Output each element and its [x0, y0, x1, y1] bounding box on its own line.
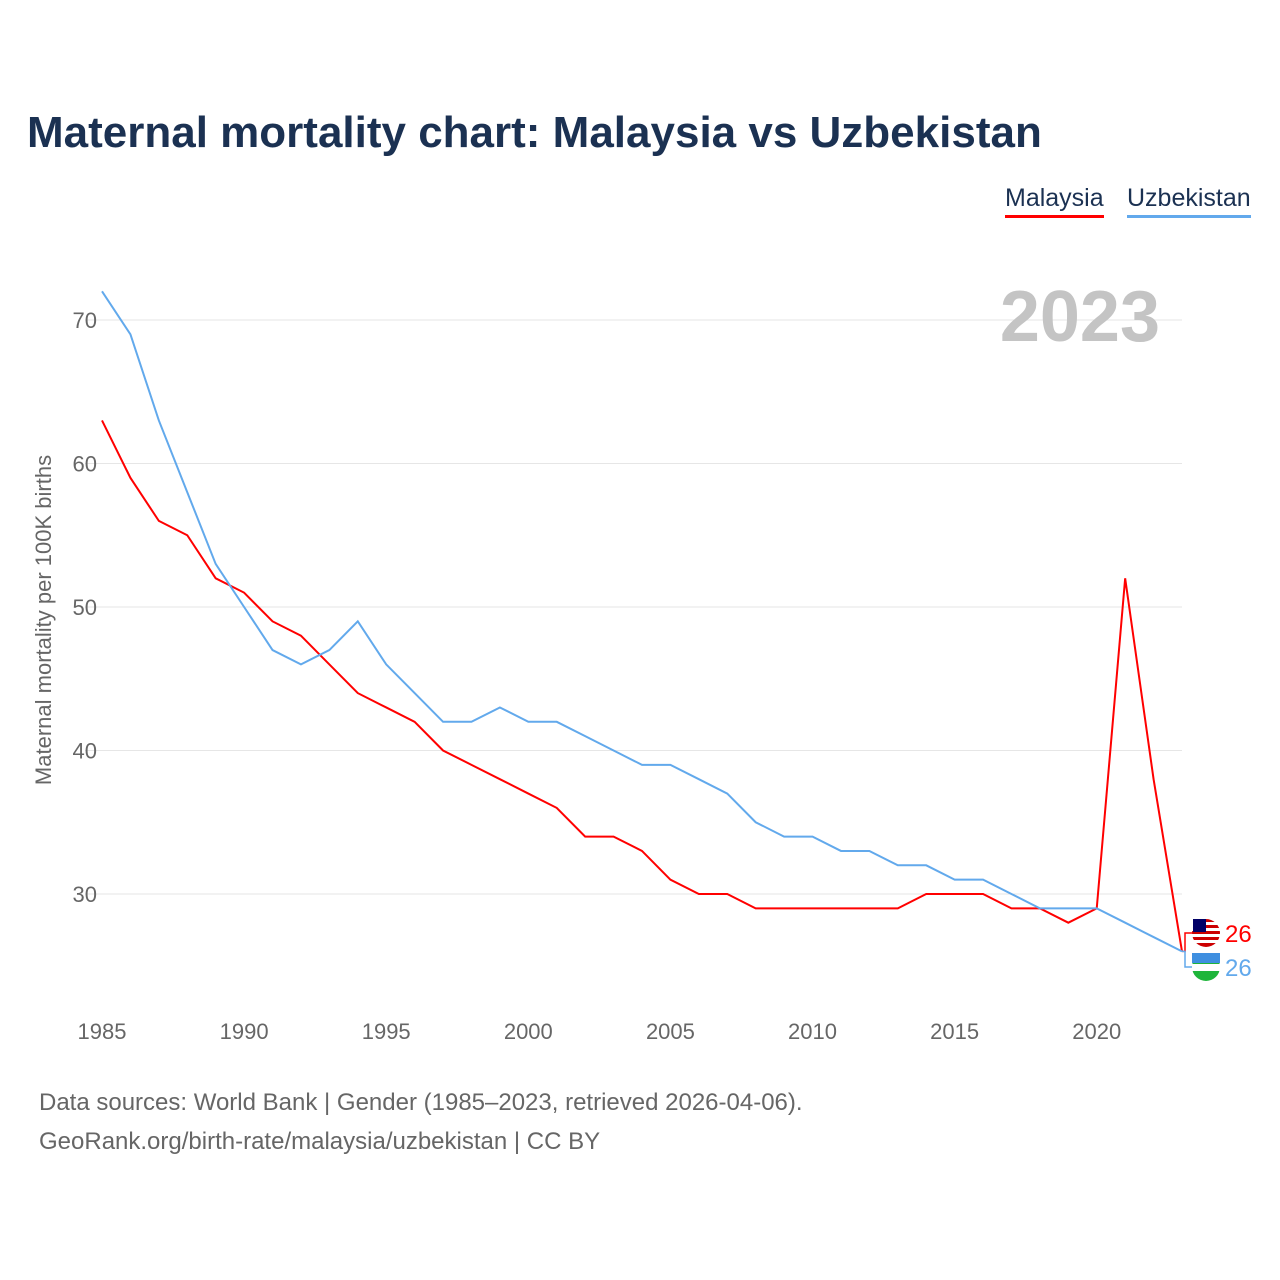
year-label: 2023: [1000, 277, 1160, 357]
x-tick-label: 2020: [1072, 1019, 1121, 1044]
end-label-connector: [1182, 932, 1192, 953]
x-tick-label: 1985: [78, 1019, 127, 1044]
end-value-label: 26: [1225, 921, 1252, 948]
data-source: Data sources: World Bank | Gender (1985–…: [39, 1089, 803, 1116]
flag-stripe: [1192, 940, 1220, 943]
flag-stripe: [1192, 953, 1220, 963]
chart-title: Maternal mortality chart: Malaysia vs Uz…: [27, 108, 1042, 157]
source-link[interactable]: GeoRank.org/birth-rate/malaysia/uzbekist…: [39, 1128, 601, 1155]
flag-stripe: [1192, 934, 1220, 937]
y-tick-label: 50: [73, 595, 97, 620]
flag-canton: [1193, 919, 1206, 932]
y-tick-label: 30: [73, 882, 97, 907]
y-axis-label: Maternal mortality per 100K births: [31, 455, 56, 785]
series-line-malaysia: [101, 420, 1183, 952]
legend-malaysia[interactable]: Malaysia: [1005, 184, 1104, 218]
x-tick-label: 2010: [788, 1019, 837, 1044]
y-tick-label: 70: [73, 308, 97, 333]
legend-uzbekistan[interactable]: Uzbekistan: [1127, 184, 1251, 218]
y-tick-label: 60: [73, 452, 97, 477]
end-label-connector: [1182, 950, 1192, 968]
x-tick-label: 2005: [646, 1019, 695, 1044]
x-tick-label: 1995: [362, 1019, 411, 1044]
x-tick-label: 1990: [220, 1019, 269, 1044]
x-tick-label: 2015: [930, 1019, 979, 1044]
series-line-uzbekistan: [101, 290, 1183, 953]
x-tick-label: 2000: [504, 1019, 553, 1044]
flag-stripe: [1192, 964, 1220, 971]
end-value-label: 26: [1225, 955, 1252, 982]
y-tick-label: 40: [73, 739, 97, 764]
